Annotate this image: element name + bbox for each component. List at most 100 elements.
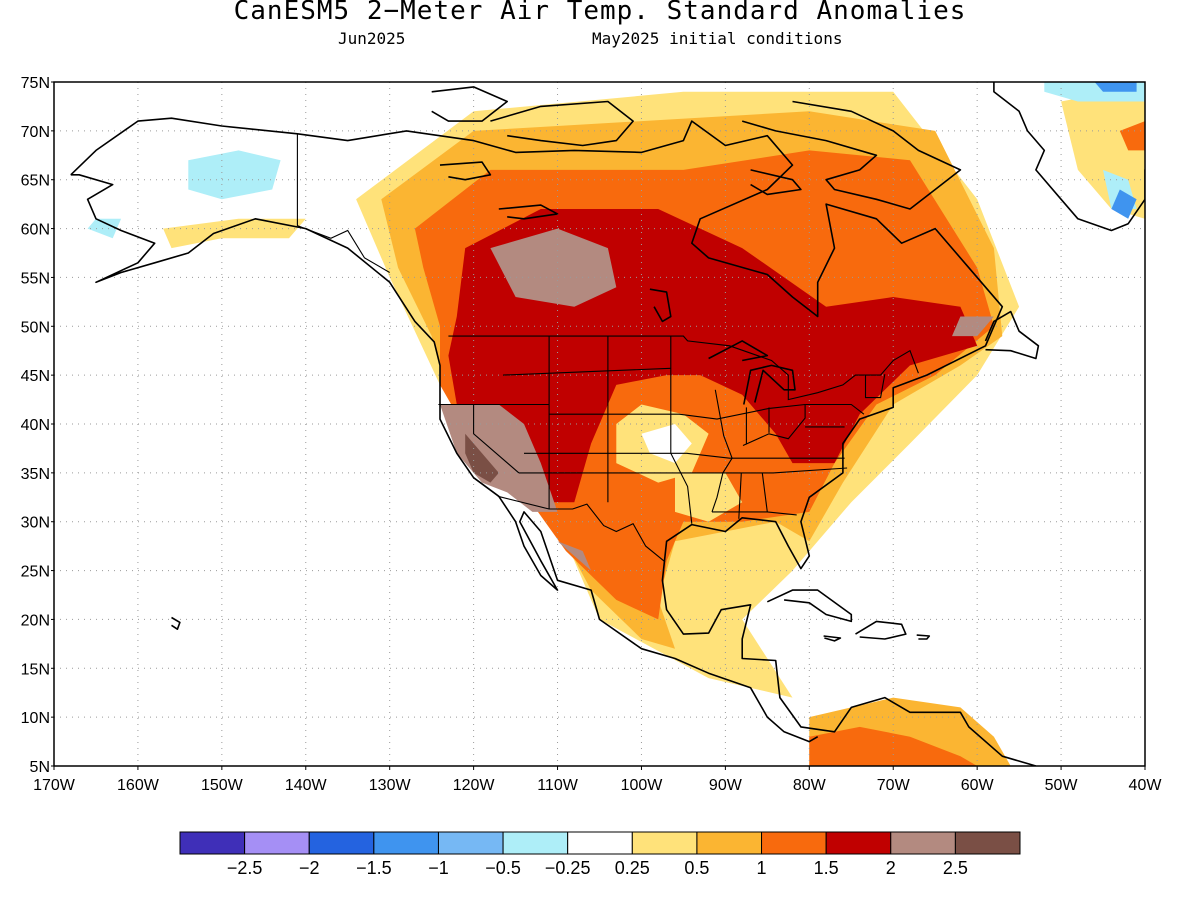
lon-tick-label: 120W: [453, 777, 496, 794]
lon-tick-label: 150W: [201, 777, 244, 794]
border-state-line-mississippi: [711, 389, 733, 513]
lat-tick-label: 65N: [21, 173, 50, 190]
border-canada-us: [448, 335, 919, 401]
anomaly-region-6: [465, 433, 499, 483]
lat-tick-label: 40N: [21, 417, 50, 434]
colorbar-label: 2.5: [943, 858, 968, 878]
border-state-line-45n: [502, 367, 671, 376]
coastline-newfoundland: [984, 310, 1040, 360]
latitude-labels: 75N 70N 65N 60N 55N 50N 45N 40N 35N 30N 25N 20N 15N 1…: [21, 75, 54, 776]
lat-tick-label: 75N: [21, 75, 50, 92]
lon-tick-label: 170W: [33, 777, 76, 794]
lat-tick-label: 20N: [21, 612, 50, 629]
map-title: CanESM5 2−Meter Air Temp. Standard Anoma…: [233, 0, 967, 26]
coastline-lake-michigan-huron: [743, 364, 796, 405]
lon-tick-label: 70W: [877, 777, 911, 794]
initial-conditions-label: May2025 initial conditions: [592, 29, 843, 48]
coastline-hawaii: [171, 616, 181, 631]
lon-tick-label: 110W: [537, 777, 579, 794]
colorbar-swatch: [890, 831, 956, 855]
colorbar-label: 0.5: [684, 858, 709, 878]
colorbar-swatch: [179, 831, 246, 855]
coastline-greenland: [993, 82, 1145, 232]
coastline-jamaica: [823, 635, 842, 642]
lon-tick-label: 50W: [1045, 777, 1079, 794]
colorbar-label: −1.5: [356, 858, 392, 878]
anomaly-region-16: [809, 726, 978, 766]
political-borders: [296, 133, 919, 563]
coastline-lake-winnipeg: [649, 288, 672, 323]
lat-tick-label: 55N: [21, 270, 50, 287]
coastline-baffin-island: [741, 100, 962, 210]
border-state-line-37n: [524, 452, 845, 459]
colorbar-label: 0.25: [615, 858, 650, 878]
coastline-hispaniola: [855, 620, 907, 640]
lat-tick-label: 50N: [21, 319, 50, 336]
anomaly-region-5: [440, 404, 558, 512]
anomaly-region-11: [675, 472, 743, 522]
border-state-line-vt-nh: [864, 374, 886, 399]
colorbar-label: 2: [886, 858, 896, 878]
lat-tick-label: 5N: [30, 759, 50, 776]
colorbar-swatch: [373, 831, 439, 855]
coastline-banks-island: [431, 86, 509, 122]
lon-tick-label: 40W: [1129, 777, 1163, 794]
colorbar-label: −2: [299, 858, 320, 878]
coastline-cuba: [766, 589, 853, 623]
anomaly-region-12: [188, 150, 281, 200]
coastline-great-slave-lake: [498, 204, 559, 220]
border-state-line-ohio: [742, 404, 806, 447]
border-state-line-ca: [473, 404, 520, 474]
coastline-puerto-rico: [916, 634, 931, 640]
colorbar-swatch: [437, 831, 504, 855]
colorbar-swatch: [954, 831, 1021, 855]
colorbar-label: −0.25: [545, 858, 591, 878]
border-state-line-pa-ny: [805, 403, 865, 415]
coastline-lake-superior: [708, 340, 769, 362]
anomaly-region-21: [1111, 189, 1137, 219]
lat-tick-label: 10N: [21, 710, 50, 727]
colorbar-label: 1: [757, 858, 767, 878]
colorbar-label: −2.5: [227, 858, 263, 878]
lon-tick-label: 140W: [285, 777, 328, 794]
border-state-line-88w: [738, 472, 742, 519]
colorbar-swatch: [761, 831, 827, 855]
coastline-north-america: [70, 117, 1037, 766]
coastline-great-bear-lake: [439, 161, 492, 181]
anomaly-region-7: [557, 541, 592, 571]
border-us-mexico: [497, 495, 666, 563]
anomaly-region-4: [490, 228, 617, 307]
lat-tick-label: 60N: [21, 222, 50, 239]
lat-tick-label: 15N: [21, 661, 50, 678]
colorbar-swatch: [696, 831, 763, 855]
lat-tick-label: 45N: [21, 368, 50, 385]
colorbar-labels: −2.5 −2 −1.5 −1 −0.5 −0.25 0.25 0.5 1 1.5 2 2.5: [227, 858, 968, 878]
lat-tick-label: 35N: [21, 466, 50, 483]
anomaly-region-14: [163, 218, 306, 249]
colorbar-swatch: [308, 831, 375, 855]
coastline-victoria-island: [490, 100, 634, 147]
anomaly-region-13: [87, 218, 122, 239]
colorbar-swatch: [567, 831, 633, 855]
colorbar-swatch: [502, 831, 569, 855]
lon-tick-label: 60W: [961, 777, 995, 794]
lon-tick-label: 130W: [369, 777, 412, 794]
border-alaska-canada: [296, 133, 390, 273]
coastline-southampton-island: [750, 169, 802, 196]
anomaly-region-19: [1094, 82, 1137, 92]
lon-tick-label: 90W: [709, 777, 743, 794]
lon-tick-label: 160W: [117, 777, 160, 794]
valid-month-label: Jun2025: [338, 29, 406, 48]
colorbar-swatch: [825, 831, 892, 855]
border-state-line-35n: [518, 467, 848, 474]
colorbar-label: 1.5: [814, 858, 839, 878]
border-state-line-85w: [761, 472, 768, 512]
lat-tick-label: 30N: [21, 515, 50, 532]
colorbar-swatch: [631, 831, 698, 855]
coastlines: [70, 82, 1145, 766]
border-state-line-41n: [549, 403, 806, 420]
colorbar-label: −1: [428, 858, 449, 878]
colorbar-swatch: [244, 831, 310, 855]
longitude-labels: 170W 160W 150W 140W 130W 120W 110W 100W 90W 80W 70…: [33, 766, 1162, 794]
